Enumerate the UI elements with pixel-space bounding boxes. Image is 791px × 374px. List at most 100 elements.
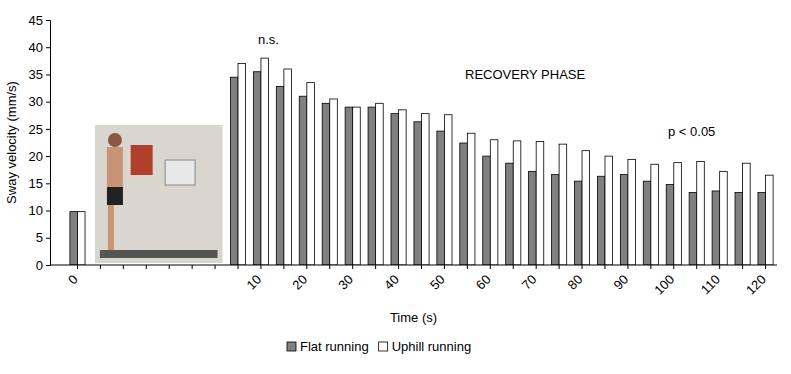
- x-tick-mark: [490, 265, 491, 269]
- x-tick-mark: [650, 265, 651, 269]
- y-tick-mark: [46, 156, 50, 157]
- x-tick: [375, 265, 376, 269]
- bar: [529, 171, 537, 265]
- photo-leg: [108, 205, 114, 255]
- legend-item: Uphill running: [379, 339, 472, 354]
- legend-label: Uphill running: [392, 339, 472, 354]
- bar: [674, 163, 682, 265]
- bar: [399, 110, 407, 265]
- y-tick-label: 45: [29, 13, 43, 28]
- y-tick: 15: [29, 176, 50, 191]
- x-tick-mark: [306, 265, 307, 269]
- bar: [261, 58, 269, 265]
- y-tick: 40: [29, 40, 50, 55]
- bar: [513, 141, 521, 265]
- y-tick: 45: [29, 13, 50, 28]
- bar: [766, 175, 774, 265]
- x-tick: 50: [427, 265, 448, 293]
- x-tick-label: 30: [335, 272, 356, 293]
- x-tick: 80: [565, 265, 586, 293]
- bar: [437, 131, 445, 265]
- y-tick-label: 10: [29, 203, 43, 218]
- x-tick: 90: [610, 265, 631, 293]
- x-tick-label: 20: [289, 272, 310, 293]
- x-tick-mark: [260, 265, 261, 269]
- y-axis-line: [46, 21, 51, 266]
- x-tick-mark: [536, 265, 537, 269]
- annotation: RECOVERY PHASE: [465, 67, 586, 82]
- bar: [414, 122, 422, 265]
- x-tick-mark: [444, 265, 445, 269]
- x-tick-mark: [765, 265, 766, 269]
- photo: [95, 125, 223, 263]
- y-tick: 10: [29, 203, 50, 218]
- x-tick: [742, 265, 743, 269]
- x-tick: 10: [243, 265, 264, 293]
- y-axis-title: Sway velocity (mm/s): [4, 81, 19, 204]
- x-axis-line: [50, 265, 777, 266]
- x-tick-mark: [100, 265, 101, 269]
- x-tick-mark: [283, 265, 284, 269]
- legend-label: Flat running: [300, 339, 369, 354]
- photo-treadmill: [100, 250, 218, 258]
- bar: [238, 64, 246, 265]
- x-tick: 0: [65, 265, 81, 287]
- y-tick: 20: [29, 149, 50, 164]
- bar: [77, 212, 85, 265]
- bar: [483, 156, 491, 265]
- bar: [376, 103, 384, 265]
- x-tick: 70: [519, 265, 540, 293]
- bar: [307, 83, 315, 265]
- x-tick-mark: [169, 265, 170, 269]
- legend: Flat running Uphill running: [287, 339, 471, 354]
- photo-head: [108, 133, 122, 147]
- x-tick-mark: [352, 265, 353, 269]
- legend-item: Flat running: [287, 339, 369, 354]
- x-tick-mark: [192, 265, 193, 269]
- x-tick: 120: [743, 265, 769, 298]
- x-tick: [146, 265, 147, 269]
- bar: [651, 164, 659, 265]
- x-tick-label: 50: [427, 272, 448, 293]
- x-tick-label: 100: [651, 272, 677, 298]
- bar: [422, 114, 430, 265]
- bar: [735, 193, 743, 265]
- x-tick-label: 10: [243, 272, 264, 293]
- bar: [490, 140, 498, 265]
- y-tick-label: 25: [29, 122, 43, 137]
- x-tick-mark: [719, 265, 720, 269]
- x-tick-mark: [559, 265, 560, 269]
- bar: [559, 144, 567, 265]
- photo-body: [107, 147, 123, 187]
- x-tick-label: 90: [610, 272, 631, 293]
- x-tick-mark: [673, 265, 674, 269]
- y-tick: 5: [36, 230, 50, 245]
- photo-shorts: [107, 187, 123, 205]
- x-tick: [215, 265, 216, 269]
- x-tick: 20: [289, 265, 310, 293]
- x-tick-mark: [77, 265, 78, 269]
- x-tick: 40: [381, 265, 402, 293]
- bar: [697, 162, 705, 265]
- x-tick: [100, 265, 101, 269]
- x-tick-mark: [329, 265, 330, 269]
- x-tick: [238, 265, 239, 269]
- x-tick-mark: [696, 265, 697, 269]
- x-tick-mark: [398, 265, 399, 269]
- x-tick-mark: [215, 265, 216, 269]
- x-tick-label: 40: [381, 272, 402, 293]
- y-tick-mark: [46, 129, 50, 130]
- bar: [391, 114, 399, 265]
- x-tick: [192, 265, 193, 269]
- bar: [467, 133, 475, 265]
- x-tick: [513, 265, 514, 269]
- bar: [353, 107, 361, 265]
- y-tick-mark: [46, 102, 50, 103]
- chart: 0510152025303540450102030405060708090100…: [0, 0, 791, 374]
- bar: [643, 181, 651, 265]
- y-tick-label: 30: [29, 94, 43, 109]
- legend-swatch: [287, 342, 296, 351]
- bar: [720, 171, 728, 265]
- x-tick-label: 60: [473, 272, 494, 293]
- x-tick-mark: [238, 265, 239, 269]
